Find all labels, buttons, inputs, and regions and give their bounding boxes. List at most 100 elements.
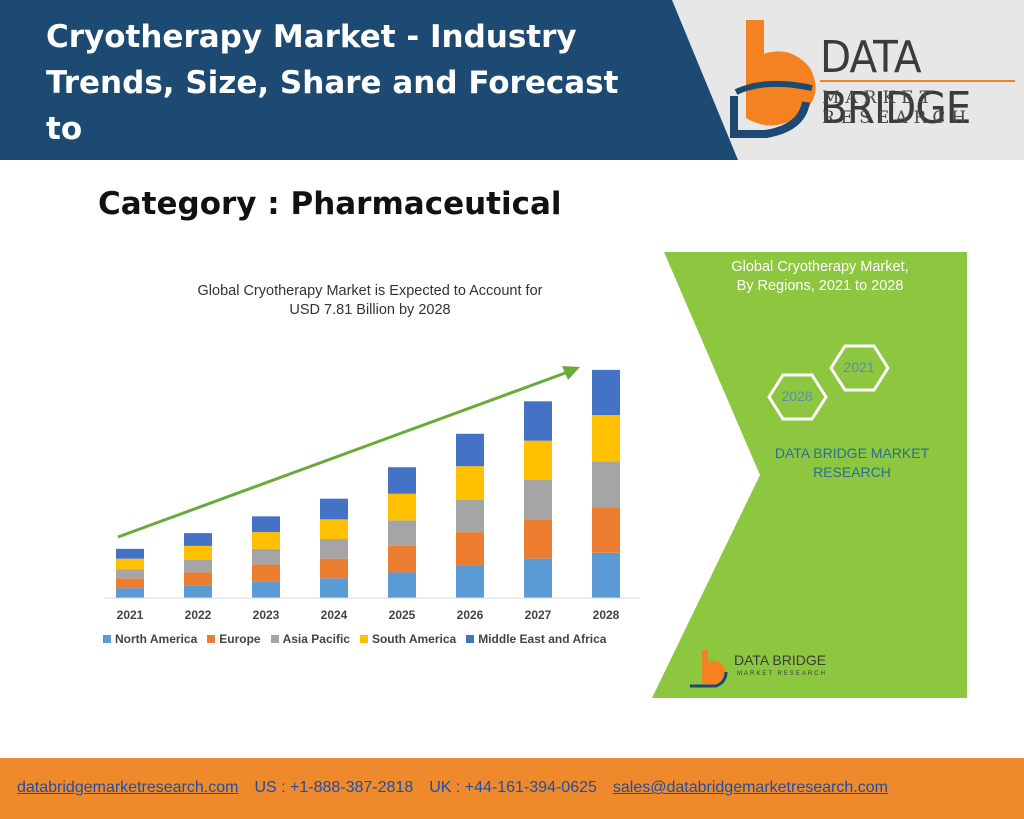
bar-2028-series-1	[592, 507, 620, 553]
green-side-panel	[652, 252, 967, 698]
legend-label: Middle East and Africa	[478, 632, 607, 646]
mini-logo-icon	[690, 650, 728, 688]
x-tick-2028: 2028	[593, 608, 620, 622]
bar-2025-series-3	[388, 493, 416, 521]
legend-swatch	[103, 635, 111, 643]
footer-bar	[0, 758, 1024, 819]
title-line-2: Trends, Size, Share and Forecast to	[46, 65, 619, 147]
hex-label-2021: 2021	[843, 359, 875, 375]
brand-logo-icon	[730, 20, 816, 138]
mini-brand-sub: MARKET RESEARCH	[737, 671, 827, 677]
bar-2022-series-2	[184, 559, 212, 573]
bar-2027-series-0	[524, 558, 552, 598]
us-phone: US : +1-888-387-2818	[254, 779, 414, 796]
chart-title: Global Cryotherapy Market is Expected to…	[140, 282, 600, 320]
bar-2026-series-3	[456, 466, 484, 500]
legend-item-1: Europe	[207, 632, 261, 646]
green-brand-line-2: RESEARCH	[813, 464, 891, 480]
legend-swatch	[359, 635, 368, 643]
bar-2027-series-3	[524, 440, 552, 480]
hexagon-2021	[829, 344, 890, 392]
title-line-1: Cryotherapy Market - Industry	[46, 19, 577, 55]
mini-brand-name: DATA BRIDGE	[734, 652, 827, 668]
bar-2026-series-0	[456, 565, 484, 598]
bar-2027-series-4	[524, 401, 552, 441]
bar-2023-series-1	[252, 564, 280, 582]
brand-subtitle: MARKET RESEARCH	[822, 88, 973, 128]
header-banner: Cryotherapy Market - Industry Trends, Si…	[0, 0, 1024, 160]
bar-2023-series-0	[252, 581, 280, 598]
legend-label: South America	[371, 632, 457, 646]
legend-label: North America	[115, 632, 198, 646]
category-label: Category : Pharmaceutical	[98, 186, 562, 222]
bar-2025-series-0	[388, 572, 416, 598]
bar-2023-series-3	[252, 532, 280, 549]
green-title-line-1: Global Cryotherapy Market,	[731, 259, 909, 275]
green-panel-title: Global Cryotherapy Market, By Regions, 2…	[700, 258, 940, 296]
x-tick-2023: 2023	[253, 608, 280, 622]
bar-2028-series-3	[592, 415, 620, 462]
bar-2028-series-4	[592, 369, 620, 416]
green-brand-line-1: DATA BRIDGE MARKET	[774, 445, 930, 461]
chart-title-line-1: Global Cryotherapy Market is Expected to…	[197, 283, 543, 299]
x-tick-2025: 2025	[389, 608, 416, 622]
bar-2025-series-4	[388, 467, 416, 494]
bar-2026-series-2	[456, 499, 484, 533]
bar-2022-series-3	[184, 545, 212, 560]
legend-item-2: Asia Pacific	[270, 632, 350, 646]
brand-name: DATA BRIDGE	[820, 32, 971, 134]
bar-2021-series-3	[116, 558, 144, 570]
chart-legend: North America Europe Asia Pacific South Ame…	[103, 632, 606, 646]
legend-swatch	[270, 635, 279, 643]
x-tick-2026: 2026	[457, 608, 484, 622]
x-tick-labels: 2021 2022 2023 2024 2025 2026 2027 2028	[117, 608, 620, 622]
bar-2022-series-0	[184, 585, 212, 598]
bar-2024-series-3	[320, 519, 348, 539]
hex-label-2028: 2028	[781, 388, 813, 404]
legend-swatch	[466, 635, 475, 643]
bar-2027-series-2	[524, 480, 552, 520]
bars-group	[116, 369, 620, 598]
chart-canvas: 2021 2022 2023 2024 2025 2026 2027 2028	[104, 252, 967, 698]
email-link[interactable]: sales@databridgemarketresearch.com	[612, 779, 888, 796]
bar-2028-series-2	[592, 461, 620, 508]
bar-2025-series-1	[388, 545, 416, 573]
uk-phone: UK : +44-161-394-0625	[429, 779, 597, 796]
legend-item-3: South America	[359, 632, 457, 646]
green-title-line-2: By Regions, 2021 to 2028	[736, 278, 904, 294]
x-tick-2024: 2024	[321, 608, 348, 622]
hexagon-2028	[767, 373, 828, 421]
bar-2027-series-1	[524, 519, 552, 559]
legend-swatch	[207, 635, 216, 643]
bar-2026-series-4	[456, 433, 484, 467]
bar-2024-series-2	[320, 539, 348, 559]
bar-2024-series-0	[320, 578, 348, 598]
footer-contacts: databridgemarketresearch.com US : +1-888…	[17, 779, 888, 797]
trend-arrow	[117, 366, 580, 539]
header-blue-band	[0, 0, 738, 160]
x-tick-2021: 2021	[117, 608, 144, 622]
legend-item-0: North America	[103, 632, 197, 646]
legend-label: Asia Pacific	[282, 632, 350, 646]
green-brand-text: DATA BRIDGE MARKET RESEARCH	[752, 444, 952, 482]
bar-2023-series-2	[252, 548, 280, 565]
bar-2028-series-0	[592, 552, 620, 598]
bar-2025-series-2	[388, 520, 416, 546]
page-title: Cryotherapy Market - Industry Trends, Si…	[46, 14, 646, 160]
legend-label: Europe	[219, 632, 261, 646]
chart-title-line-2: USD 7.81 Billion by 2028	[289, 302, 451, 318]
x-tick-2027: 2027	[525, 608, 552, 622]
legend-item-4: Middle East and Africa	[466, 632, 606, 646]
title-line-3: 2028	[46, 152, 646, 160]
bar-2021-series-4	[116, 548, 144, 559]
bar-2021-series-1	[116, 578, 144, 589]
bar-2021-series-0	[116, 588, 144, 598]
brand-divider	[820, 80, 1015, 82]
bar-2022-series-1	[184, 572, 212, 586]
x-tick-2022: 2022	[185, 608, 212, 622]
bar-2026-series-1	[456, 532, 484, 566]
website-link[interactable]: databridgemarketresearch.com	[17, 779, 239, 796]
bar-2023-series-4	[252, 516, 280, 533]
bar-2022-series-4	[184, 533, 212, 546]
bar-2024-series-1	[320, 558, 348, 579]
